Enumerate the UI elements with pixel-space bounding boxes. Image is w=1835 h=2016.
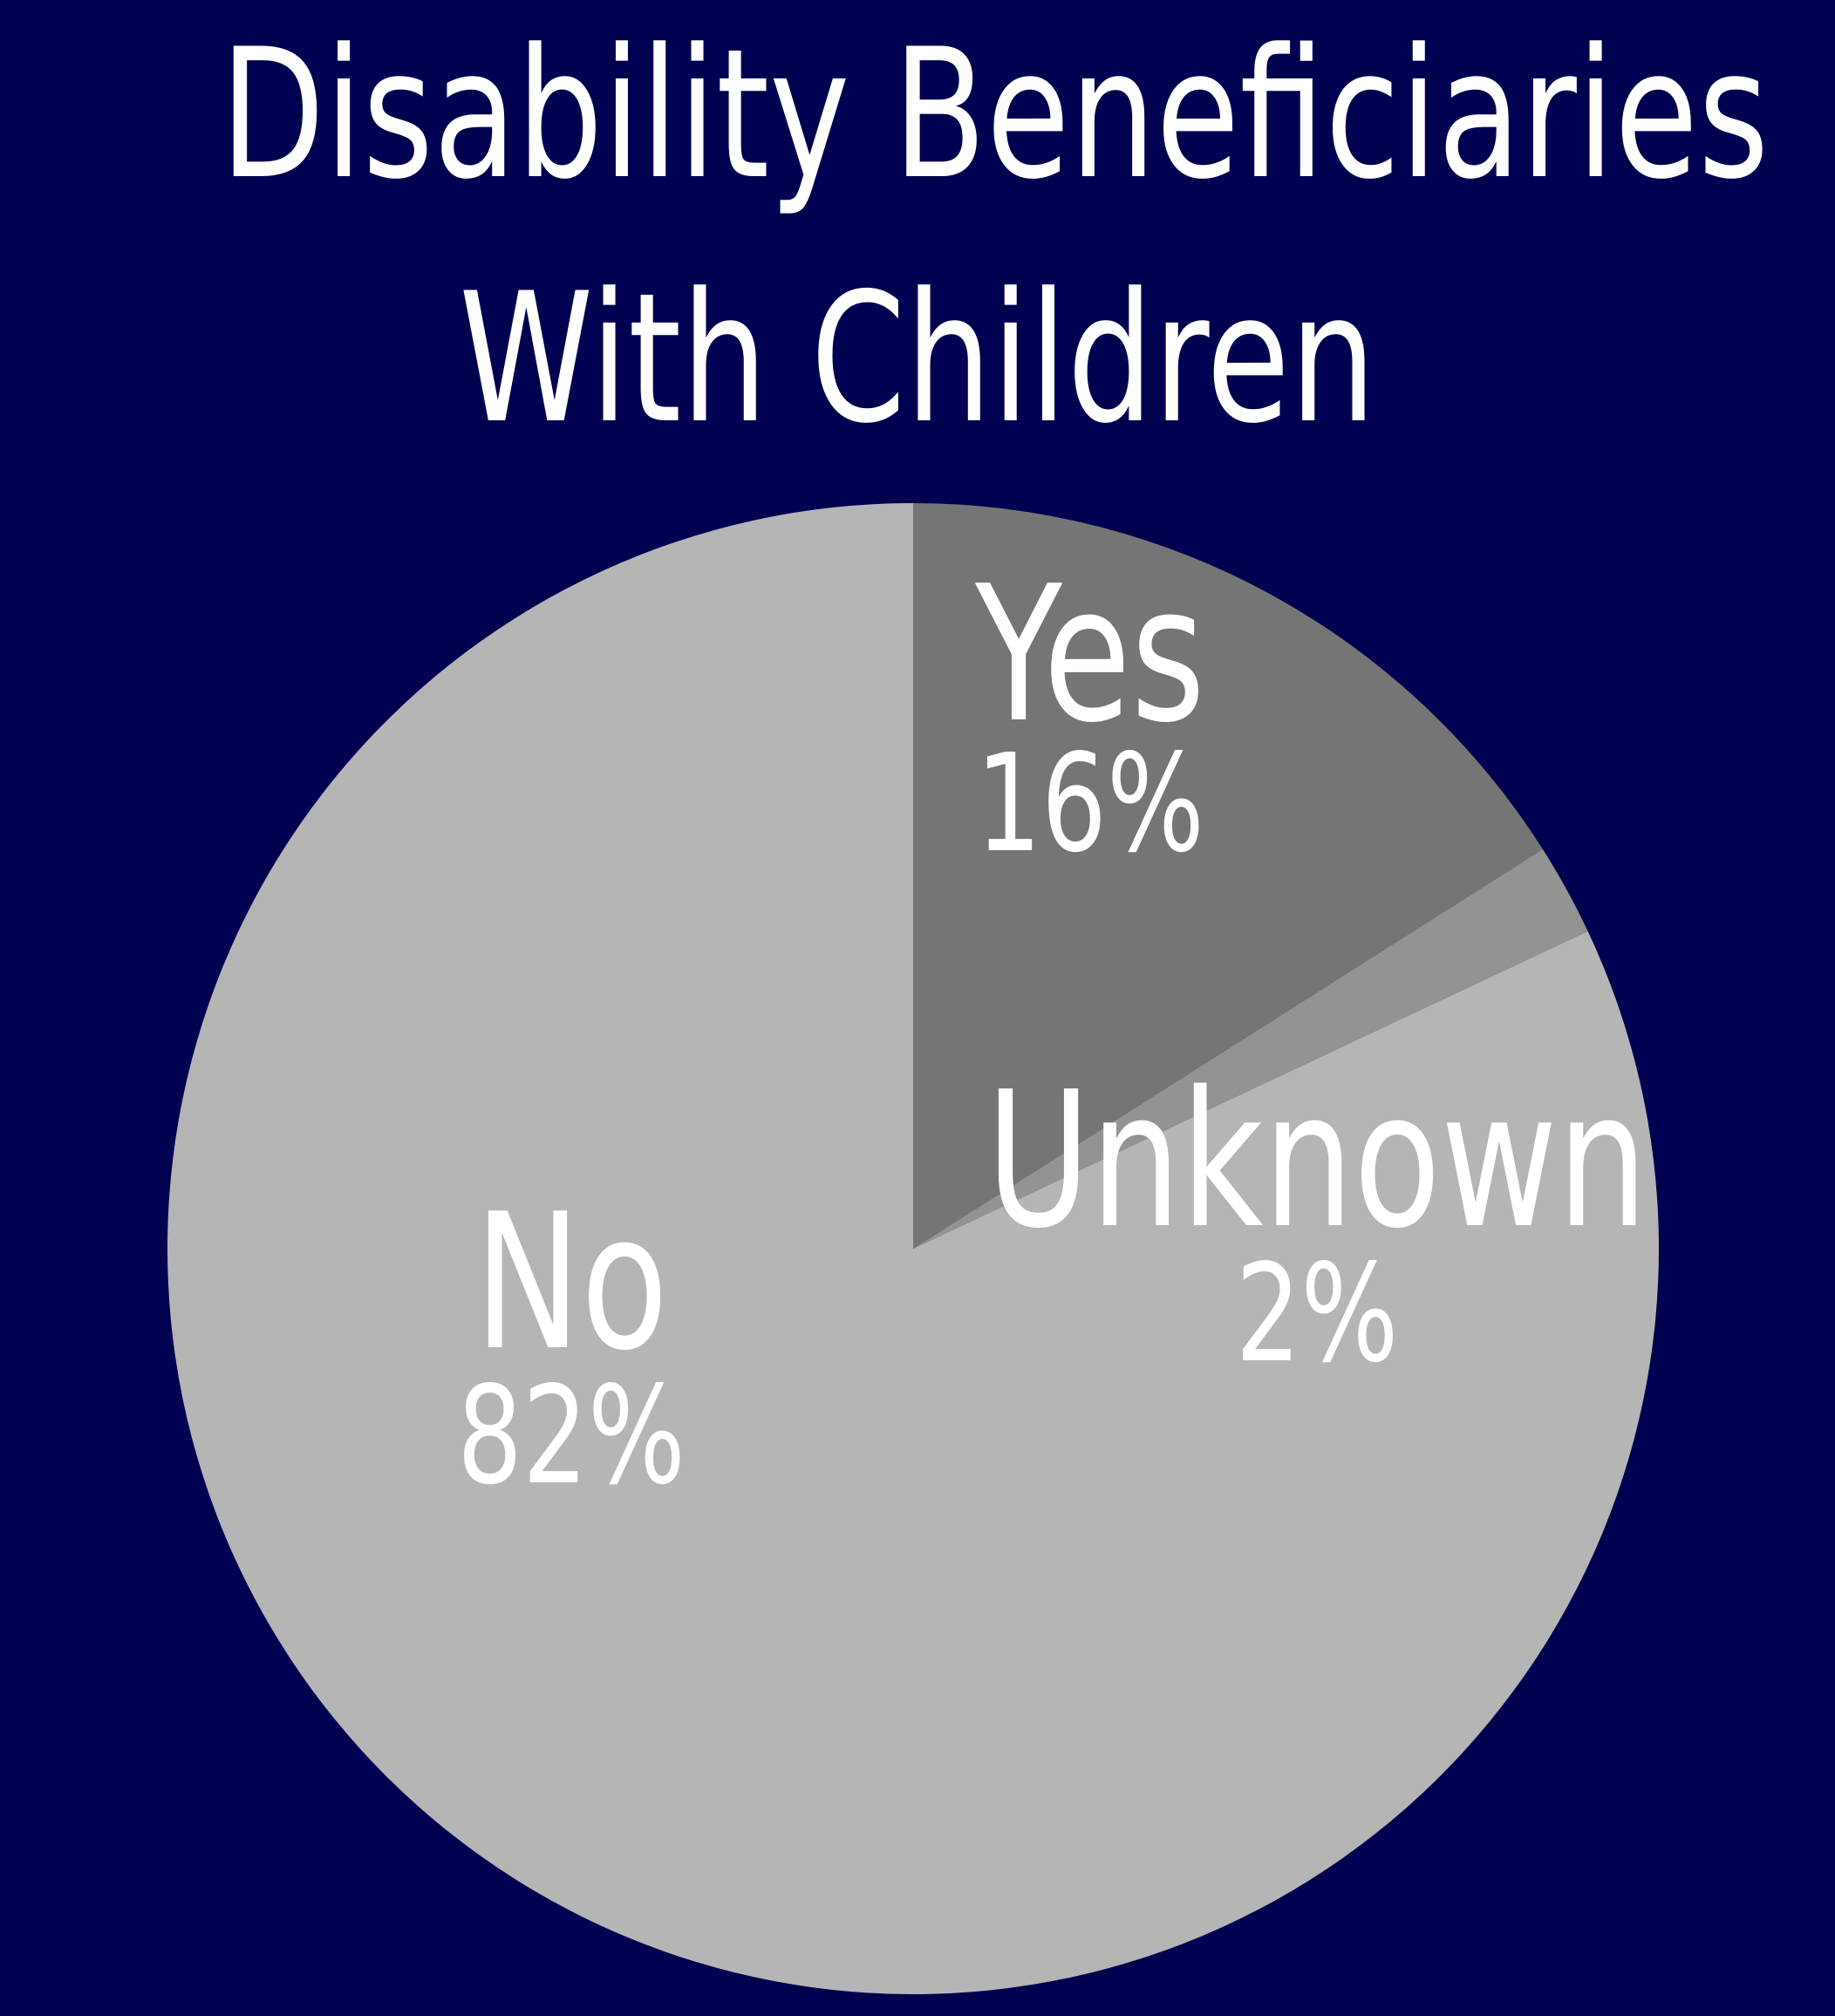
slice-value-yes: 16% [976,725,1204,882]
chart-title-line-2: With Children [459,255,1376,463]
slice-value-no: 82% [457,1358,686,1515]
slice-label-unknown: Unknown [986,1052,1647,1270]
chart-title-line-1: Disability Beneficiaries [220,11,1770,219]
slice-value-unknown: 2% [1236,1236,1399,1393]
pie-slice-no [167,503,1660,1994]
pie-slice-unknown [913,848,1588,1249]
slice-label-yes: Yes [974,547,1205,765]
slice-label-no: No [474,1175,668,1393]
pie-slices [167,503,1660,1994]
pie-slice-yes [913,503,1543,1249]
